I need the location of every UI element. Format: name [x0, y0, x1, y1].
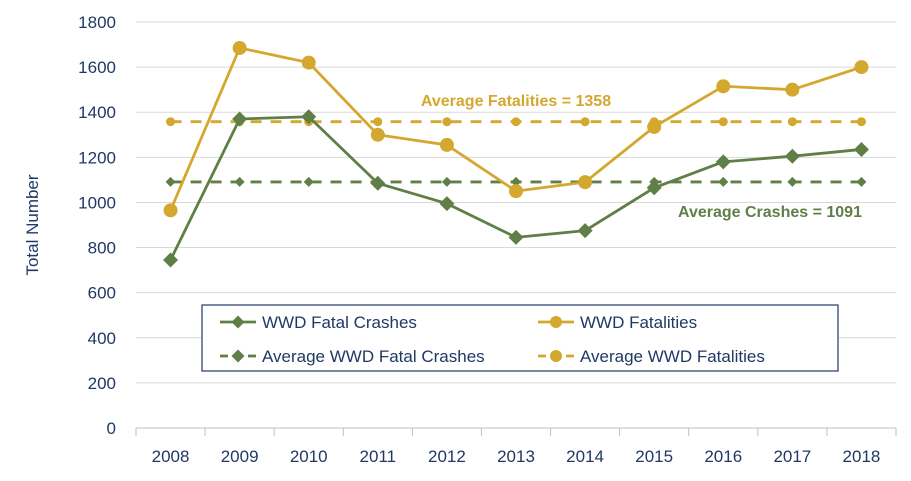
y-tick-label: 400: [88, 329, 116, 348]
data-point[interactable]: [853, 141, 869, 157]
data-point[interactable]: [580, 117, 590, 127]
legend-item[interactable]: Average WWD Fatalities: [538, 347, 765, 366]
data-point[interactable]: [234, 176, 245, 187]
x-tick-label: 2013: [497, 447, 535, 466]
data-point[interactable]: [856, 176, 867, 187]
data-point[interactable]: [578, 175, 593, 190]
x-tick-label: 2010: [290, 447, 328, 466]
y-axis-label: Total Number: [23, 174, 42, 275]
data-point[interactable]: [856, 117, 866, 127]
y-tick-label: 1000: [78, 193, 116, 212]
y-tick-label: 800: [88, 239, 116, 258]
average-crashes-annotation: Average Crashes = 1091: [678, 204, 862, 221]
data-point[interactable]: [163, 203, 178, 218]
legend-item[interactable]: WWD Fatal Crashes: [220, 313, 417, 332]
series-wwd-fatalities: [163, 40, 869, 218]
data-point[interactable]: [718, 176, 729, 187]
x-tick-label: 2014: [566, 447, 604, 466]
legend-marker[interactable]: [231, 349, 245, 363]
data-point[interactable]: [165, 176, 176, 187]
y-tick-label: 600: [88, 284, 116, 303]
data-point[interactable]: [303, 176, 314, 187]
data-point[interactable]: [232, 111, 248, 127]
data-point[interactable]: [511, 176, 521, 187]
legend-label: WWD Fatal Crashes: [262, 313, 417, 332]
data-point[interactable]: [854, 60, 869, 75]
legend-marker[interactable]: [550, 316, 562, 328]
data-point[interactable]: [442, 117, 452, 127]
y-tick-label: 1400: [78, 103, 116, 122]
data-point[interactable]: [301, 109, 317, 125]
y-tick-label: 200: [88, 374, 116, 393]
data-point[interactable]: [232, 40, 247, 55]
data-point[interactable]: [787, 117, 797, 127]
x-tick-label: 2015: [635, 447, 673, 466]
data-point[interactable]: [301, 55, 316, 70]
x-tick-label: 2009: [221, 447, 259, 466]
legend: WWD Fatal Crashes WWD Fatalities Average W…: [201, 304, 839, 372]
y-tick-label: 0: [107, 419, 116, 438]
average-fatalities-annotation: Average Fatalities = 1358: [421, 93, 611, 110]
x-tick-label: 2011: [360, 447, 397, 466]
legend-marker[interactable]: [231, 315, 245, 329]
legend-label: WWD Fatalities: [580, 313, 697, 332]
series-wwd-fatal-crashes: [163, 109, 869, 268]
data-point[interactable]: [370, 175, 386, 191]
data-point[interactable]: [508, 229, 524, 245]
data-point[interactable]: [647, 119, 662, 134]
data-point[interactable]: [509, 184, 523, 199]
legend-label: Average WWD Fatal Crashes: [262, 347, 485, 366]
data-point[interactable]: [787, 176, 798, 187]
y-tick-label: 1800: [78, 13, 116, 32]
data-point[interactable]: [370, 127, 385, 142]
data-point[interactable]: [646, 180, 662, 196]
legend-item[interactable]: Average WWD Fatal Crashes: [220, 347, 485, 366]
data-point[interactable]: [716, 79, 731, 94]
legend-label: Average WWD Fatalities: [580, 347, 765, 366]
data-point[interactable]: [163, 252, 179, 268]
data-point[interactable]: [439, 137, 454, 152]
data-point[interactable]: [439, 196, 455, 212]
legend-item[interactable]: WWD Fatalities: [538, 313, 697, 332]
x-tick-label: 2008: [152, 447, 190, 466]
x-tick-label: 2017: [773, 447, 811, 466]
legend-box: [201, 304, 839, 372]
x-tick-label: 2012: [428, 447, 466, 466]
data-point[interactable]: [785, 82, 800, 97]
x-tick-label: 2018: [843, 447, 881, 466]
data-point[interactable]: [715, 154, 731, 170]
y-tick-label: 1600: [78, 58, 116, 77]
data-point[interactable]: [166, 117, 176, 127]
data-point[interactable]: [441, 176, 452, 187]
legend-marker[interactable]: [550, 350, 562, 362]
data-point[interactable]: [718, 117, 728, 127]
data-point[interactable]: [511, 117, 521, 127]
y-tick-label: 1200: [78, 148, 116, 167]
x-tick-label: 2016: [704, 447, 742, 466]
data-point[interactable]: [784, 148, 800, 164]
data-point[interactable]: [577, 223, 593, 239]
data-point[interactable]: [373, 117, 383, 127]
